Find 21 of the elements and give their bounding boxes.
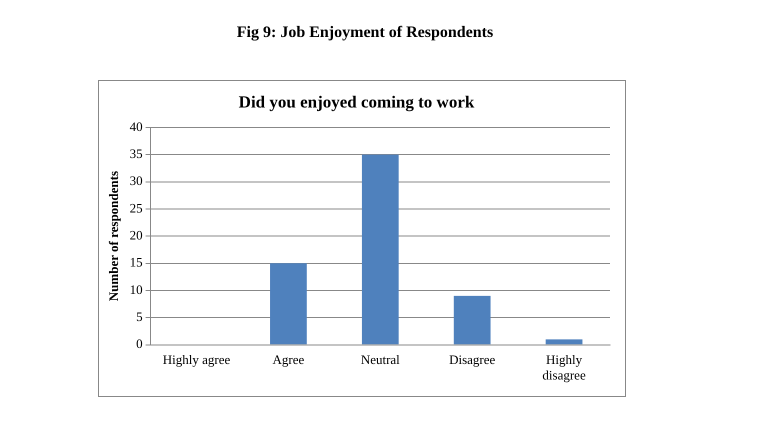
y-tick-label: 35 xyxy=(130,146,143,161)
y-tick-label: 10 xyxy=(130,282,143,297)
x-tick-label: Disagree xyxy=(449,352,496,368)
y-tick-label: 25 xyxy=(130,200,143,216)
x-tick-label: Neutral xyxy=(360,352,400,368)
y-tick-label: 15 xyxy=(130,254,143,270)
y-tick-label: 0 xyxy=(136,336,143,352)
y-tick-label: 20 xyxy=(130,228,143,243)
y-tick-label: 5 xyxy=(136,309,143,324)
x-tick-label: Agree xyxy=(272,352,305,368)
chart-title: Fig 9: Job Enjoyment of Respondents xyxy=(236,24,494,42)
bar xyxy=(546,339,582,344)
bar xyxy=(270,263,307,344)
bar xyxy=(362,154,399,344)
y-tick-label: 30 xyxy=(130,173,143,188)
chart-subtitle: Did you enjoyed coming to work xyxy=(238,92,475,112)
x-tick-label: Highly disagree xyxy=(542,352,586,383)
y-axis-title: Number of respondents xyxy=(106,170,122,302)
x-tick-label: Highly agree xyxy=(162,352,231,368)
bar xyxy=(454,296,491,344)
y-tick-label: 40 xyxy=(130,118,143,134)
